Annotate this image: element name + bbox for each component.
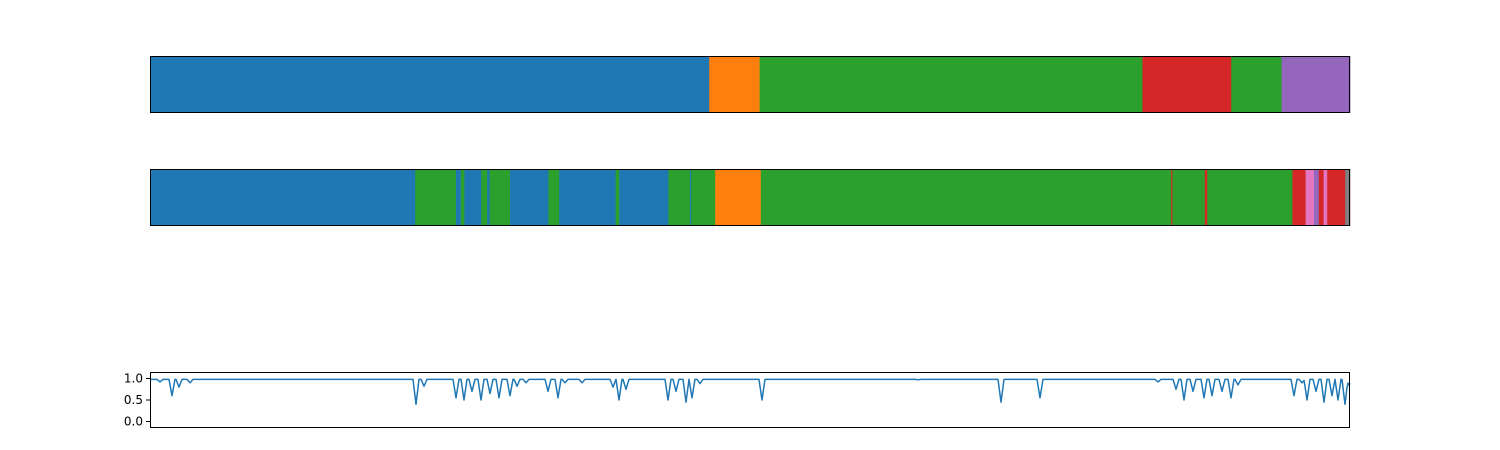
segment-2: [415, 169, 420, 226]
segment-21: [1172, 169, 1206, 226]
segment-bar-2: [150, 169, 1351, 226]
segment-20: [1171, 169, 1173, 226]
y-tick-label: 1.0: [124, 371, 143, 385]
segment-10: [510, 169, 549, 226]
segment-22: [1204, 169, 1208, 226]
segment-19: [760, 169, 1172, 226]
segment-14: [619, 169, 669, 226]
segment-12: [559, 169, 616, 226]
segment-6: [464, 169, 482, 226]
segment-27: [1318, 169, 1324, 226]
segment-3: [759, 56, 1143, 113]
segment-13: [615, 169, 620, 226]
segment-30: [1345, 169, 1351, 226]
segment-15: [668, 169, 691, 226]
axes-frame: [150, 56, 1350, 113]
segment-17: [691, 169, 716, 226]
segment-4: [456, 169, 462, 226]
segment-7: [481, 169, 488, 226]
segment-23: [1207, 169, 1293, 226]
axes-frame: [150, 169, 1350, 226]
y-tick-label: 0.5: [124, 393, 143, 407]
segment-1: [150, 169, 416, 226]
series-line: [150, 378, 1351, 406]
axes-frame: [150, 372, 1350, 428]
segment-5: [1231, 56, 1282, 113]
segment-29: [1327, 169, 1346, 226]
segment-1: [150, 56, 710, 113]
segment-24: [1292, 169, 1306, 226]
line-chart: 0.0 0.5 1.0: [124, 371, 1351, 429]
segment-bar-1: [150, 56, 1351, 113]
segment-6: [1281, 56, 1351, 113]
segment-4: [1142, 56, 1232, 113]
segment-2: [709, 56, 760, 113]
segment-25: [1305, 169, 1315, 226]
segment-5: [460, 169, 465, 226]
segment-26: [1314, 169, 1320, 226]
segment-3: [418, 169, 457, 226]
segment-11: [548, 169, 560, 226]
y-tick-label: 0.0: [124, 415, 143, 429]
segment-28: [1323, 169, 1328, 226]
segment-8: [487, 169, 490, 226]
segment-16: [690, 169, 692, 226]
segment-18: [715, 169, 762, 226]
segment-9: [489, 169, 511, 226]
